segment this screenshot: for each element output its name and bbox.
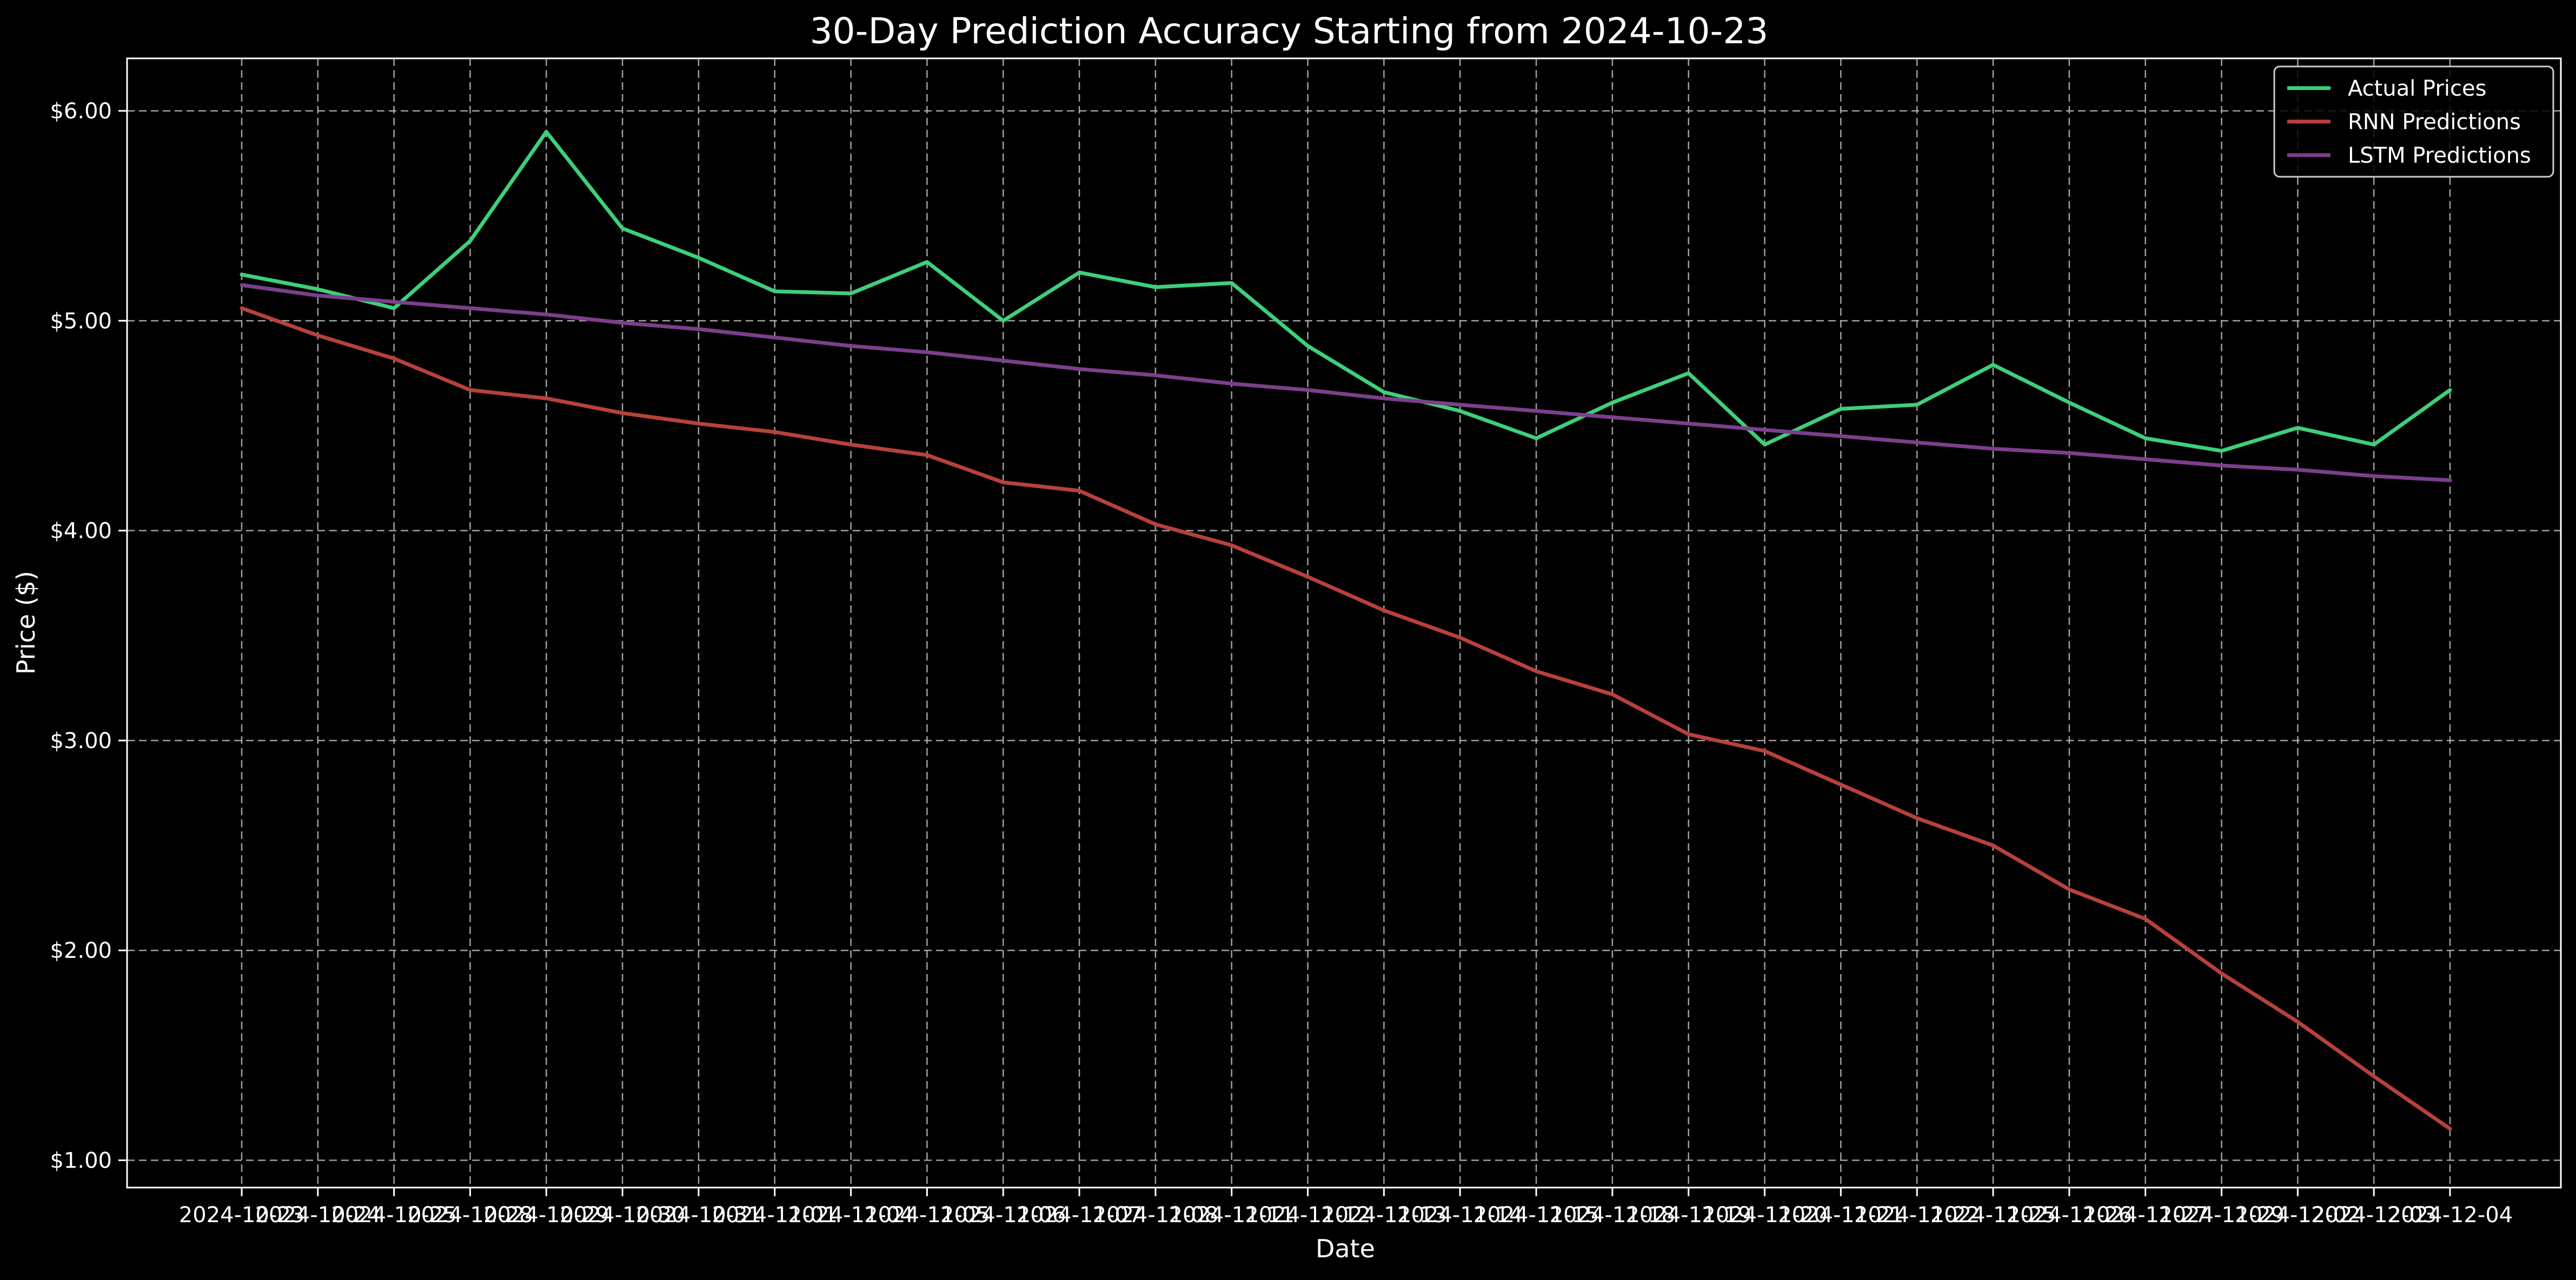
y-tick-label: $6.00	[50, 99, 112, 124]
x-tick-label: 2024-12-04	[2387, 1203, 2513, 1228]
x-tick-label: 2024-10-24	[255, 1203, 381, 1228]
x-tick-label: 2024-11-21	[1778, 1203, 1903, 1228]
x-tick-label: 2024-10-29	[483, 1203, 609, 1228]
series-line-rnn-predictions	[240, 306, 2452, 1131]
y-tick-label: $4.00	[50, 519, 112, 544]
series-line-actual-prices	[240, 130, 2452, 453]
grid-lines	[127, 58, 2561, 1188]
chart-title: 30-Day Prediction Accuracy Starting from…	[810, 10, 1769, 52]
x-tick-label: 2024-11-13	[1321, 1203, 1446, 1228]
x-tick-label: 2024-11-06	[940, 1203, 1066, 1228]
x-tick-label: 2024-11-01	[712, 1203, 838, 1228]
legend-box	[2273, 65, 2554, 178]
x-tick-label: 2024-11-12	[1245, 1203, 1370, 1228]
x-axis-label: Date	[1316, 1234, 1375, 1263]
y-tick-label: $5.00	[50, 309, 112, 334]
legend-label-lstm-predictions: LSTM Predictions	[2348, 143, 2531, 168]
x-tick-label: 2024-11-11	[1169, 1203, 1294, 1228]
x-tick-label: 2024-11-04	[788, 1203, 913, 1228]
y-axis-label: Price ($)	[11, 571, 41, 675]
series-line-lstm-predictions	[240, 283, 2452, 482]
x-tick-label: 2024-12-03	[2311, 1203, 2436, 1228]
series-lines	[240, 130, 2452, 1131]
y-tick-label: $3.00	[50, 729, 112, 754]
x-tick-label: 2024-11-07	[1017, 1203, 1142, 1228]
x-axis-ticks: 2024-10-232024-10-242024-10-252024-10-28…	[179, 1188, 2513, 1228]
plot-frame	[126, 57, 2562, 1189]
y-tick-label: $1.00	[50, 1149, 112, 1174]
x-tick-label: 2024-11-14	[1397, 1203, 1523, 1228]
x-tick-label: 2024-11-22	[1854, 1203, 1980, 1228]
x-tick-label: 2024-10-28	[407, 1203, 533, 1228]
x-tick-label: 2024-10-30	[560, 1203, 685, 1228]
x-tick-label: 2024-12-02	[2235, 1203, 2360, 1228]
x-tick-label: 2024-11-05	[864, 1203, 990, 1228]
legend-label-actual-prices: Actual Prices	[2348, 76, 2486, 101]
x-tick-label: 2024-11-25	[1930, 1203, 2056, 1228]
y-axis-ticks: $1.00 $2.00 $3.00 $4.00 $5.00 $6.00	[50, 99, 127, 1174]
x-tick-label: 2024-11-18	[1550, 1203, 1675, 1228]
x-tick-label: 2024-11-29	[2159, 1203, 2284, 1228]
legend-label-rnn-predictions: RNN Predictions	[2348, 110, 2521, 135]
x-tick-label: 2024-11-19	[1625, 1203, 1751, 1228]
x-tick-label: 2024-11-20	[1702, 1203, 1827, 1228]
x-tick-label: 2024-11-15	[1473, 1203, 1599, 1228]
x-tick-label: 2024-10-25	[331, 1203, 456, 1228]
x-tick-label: 2024-10-23	[179, 1203, 304, 1228]
x-tick-label: 2024-11-26	[2007, 1203, 2132, 1228]
x-tick-label: 2024-11-08	[1093, 1203, 1218, 1228]
x-tick-label: 2024-10-31	[636, 1203, 761, 1228]
x-tick-label: 2024-11-27	[2082, 1203, 2208, 1228]
legend: Actual Prices RNN Predictions LSTM Predict…	[2273, 65, 2554, 178]
y-tick-label: $2.00	[50, 938, 112, 963]
